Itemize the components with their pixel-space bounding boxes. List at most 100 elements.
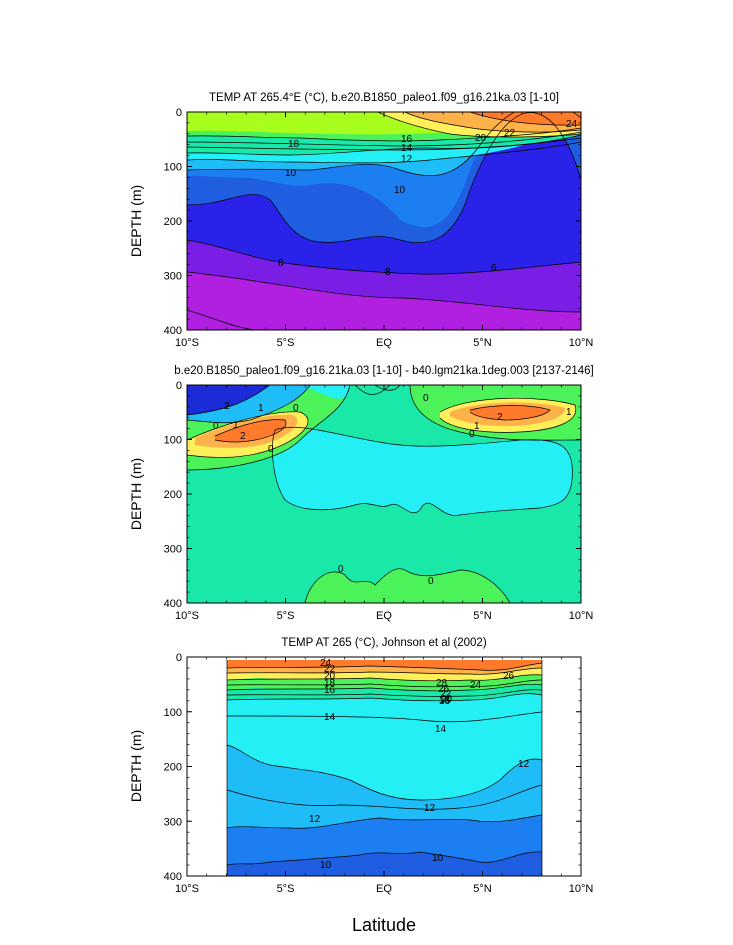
x-axis-title: Latitude: [352, 915, 416, 935]
p2-clabel-0e: 0: [469, 429, 475, 440]
x-tick-label: 5°N: [473, 883, 492, 895]
p2-clabel-0c: 0: [268, 444, 274, 455]
p1-clabel-24: 24: [566, 119, 578, 130]
y-tick-label: 100: [164, 162, 182, 174]
y-tick-label: 200: [164, 216, 182, 228]
p1-clabel-10a: 10: [285, 168, 297, 179]
p3-clabel-12b: 12: [424, 803, 436, 814]
p2-clabel-0g: 0: [428, 576, 434, 587]
p2-clabel-1b: 1: [233, 420, 239, 431]
panel-2-fill: [187, 385, 581, 603]
p1-clabel-20: 20: [475, 133, 487, 144]
panel-1-x-ticks: 10°S 5°S EQ 5°N 10°N: [175, 112, 593, 349]
p3-clabel-12c: 12: [309, 814, 321, 825]
x-tick-label: 10°N: [569, 337, 594, 349]
p2-band-lightblue-nw: [187, 385, 310, 423]
p3-clabel-18b: 18: [439, 695, 451, 706]
panel-2-ylabel: DEPTH (m): [128, 458, 144, 530]
panel-3-fill: [187, 657, 581, 876]
p3-clabel-22: 22: [324, 664, 336, 675]
p2-clabel-2b: 2: [240, 431, 246, 442]
p3-clabel-16: 16: [324, 685, 336, 696]
x-tick-label: 10°N: [569, 883, 594, 895]
p2-band-orange-east: [470, 405, 550, 420]
p2-clabel-0b: 0: [213, 421, 219, 432]
panel-1-fill: [187, 112, 581, 330]
y-tick-label: 400: [164, 871, 182, 883]
panel-1-ylabel: DEPTH (m): [128, 185, 144, 257]
p1-clabel-18: 18: [288, 139, 300, 150]
panel-3: TEMP AT 265 (°C), Johnson et al (2002): [128, 637, 593, 895]
x-tick-label: 10°S: [175, 337, 199, 349]
panel-3-ylabel: DEPTH (m): [128, 730, 144, 802]
p2-clabel-1d: 1: [566, 407, 572, 418]
p2-clabel-0f: 0: [338, 564, 344, 575]
p1-clabel-8b: 8: [385, 267, 391, 278]
y-tick-label: 100: [164, 707, 182, 719]
x-tick-label: 5°S: [277, 610, 295, 622]
p1-clabel-10b: 10: [394, 185, 406, 196]
p2-band-green-lower: [305, 568, 510, 603]
p1-band-orange: [470, 112, 581, 126]
p2-band-blue-nw: [187, 385, 270, 415]
p1-clabel-12: 12: [401, 154, 413, 165]
panel-1-title: TEMP AT 265.4°E (°C), b.e20.B1850_paleo1…: [209, 92, 559, 104]
panel-2-x-ticks: 10°S 5°S EQ 5°N 10°N: [175, 385, 593, 622]
panel-2-contour-labels: 2 1 0 0 1 2 0 0 1 2 0 1 0 0: [213, 393, 572, 587]
x-tick-label: EQ: [376, 337, 392, 349]
p3-clabel-14a: 14: [324, 712, 336, 723]
panel-2: b.e20.B1850_paleo1.f09_g16.21ka.03 [1-10…: [128, 365, 594, 622]
p2-clabel-1a: 1: [258, 403, 264, 414]
p3-clabel-10a: 10: [320, 860, 332, 871]
p1-clabel-8a: 8: [278, 258, 284, 269]
p2-clabel-1c: 1: [474, 421, 480, 432]
panel-3-title: TEMP AT 265 (°C), Johnson et al (2002): [281, 637, 486, 649]
p3-clabel-18: 18: [324, 678, 336, 689]
p2-clabel-0d: 0: [423, 393, 429, 404]
p1-contour-lines: [187, 112, 581, 330]
p2-contour-lines: [187, 385, 581, 603]
y-tick-label: 400: [164, 325, 182, 337]
p3-clabel-10b: 10: [432, 853, 444, 864]
p3-clabel-16b: 16: [439, 696, 451, 707]
y-tick-label: 0: [176, 380, 182, 392]
x-tick-label: EQ: [376, 610, 392, 622]
p3-clabel-26a: 26: [438, 684, 450, 695]
x-tick-label: 5°S: [277, 337, 295, 349]
y-tick-label: 300: [164, 544, 182, 556]
x-tick-label: 10°S: [175, 610, 199, 622]
p1-clabel-16: 16: [401, 134, 413, 145]
x-tick-label: 10°N: [569, 610, 594, 622]
p3-clabel-28: 28: [436, 678, 448, 689]
x-tick-label: 5°S: [277, 883, 295, 895]
panel-3-contour-labels: 24 22 20 18 16 14 14 12 12 12 10 10 28 2…: [309, 658, 530, 871]
p3-clabel-26b: 26: [503, 671, 515, 682]
panel-3-x-ticks: 10°S 5°S EQ 5°N 10°N: [175, 657, 593, 895]
p3-contour-lines: [226, 662, 543, 866]
panel-2-title: b.e20.B1850_paleo1.f09_g16.21ka.03 [1-10…: [174, 365, 593, 377]
panel-1-y-ticks: 0 100 200 300 400: [164, 107, 581, 337]
y-tick-label: 0: [176, 652, 182, 664]
panel-1: TEMP AT 265.4°E (°C), b.e20.B1850_paleo1…: [128, 92, 593, 349]
p1-band-lime: [187, 112, 450, 135]
p2-band-cyan-core: [272, 427, 573, 516]
p1-clabel-14: 14: [401, 143, 413, 154]
p3-band-orange: [227, 660, 542, 671]
p1-clabel-22: 22: [504, 128, 516, 139]
p3-clabel-20: 20: [324, 671, 336, 682]
p2-clabel-2a: 2: [224, 401, 230, 412]
p3-clabel-24b: 24: [470, 680, 482, 691]
panel-3-y-ticks: 0 100 200 300 400: [164, 652, 581, 883]
p2-clabel-0a: 0: [293, 403, 299, 414]
p3-clabel-20b: 20: [441, 694, 453, 705]
panel-1-contour-labels: 24 22 20 18 16 14 12 10 10 8 8 6: [278, 119, 578, 278]
x-tick-label: 10°S: [175, 883, 199, 895]
p3-clabel-14b: 14: [435, 724, 447, 735]
y-tick-label: 300: [164, 271, 182, 283]
y-tick-label: 100: [164, 435, 182, 447]
p1-clabel-6: 6: [491, 263, 497, 274]
y-tick-label: 400: [164, 598, 182, 610]
p3-clabel-12a: 12: [518, 759, 530, 770]
